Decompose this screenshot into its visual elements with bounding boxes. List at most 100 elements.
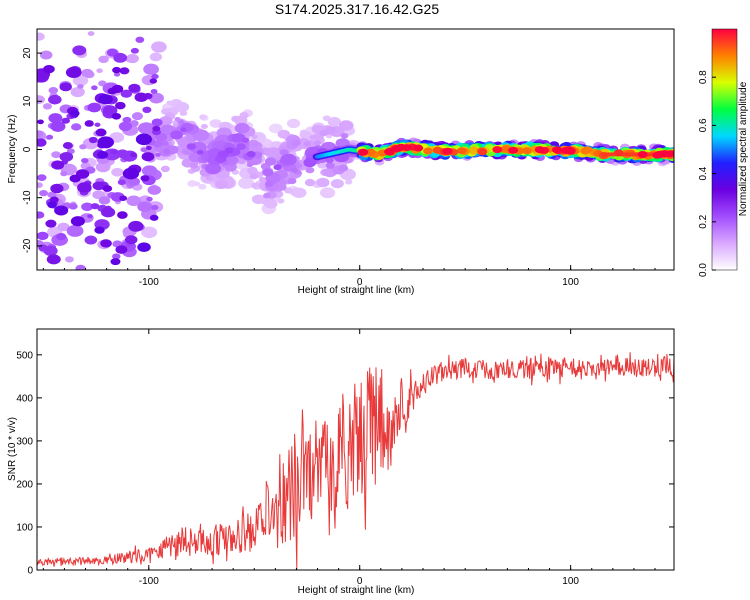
spectrogram-cell <box>87 102 102 113</box>
spectrogram-cell <box>217 150 229 159</box>
spectrogram-cell <box>61 117 70 124</box>
snr-y-axis-label: SNR (10 * v/v) <box>7 417 18 481</box>
spectrogram-cell <box>309 134 317 141</box>
spectrogram-cell <box>151 204 159 211</box>
spectrogram-cell <box>37 32 45 41</box>
spectrogram-cell <box>316 177 330 188</box>
spectrogram-cell <box>97 151 109 159</box>
spectrogram-cell <box>57 222 70 232</box>
spectrogram-cell <box>37 138 47 147</box>
spectrogram-cell <box>95 128 107 137</box>
spectrogram-cell <box>246 150 256 158</box>
spectrogram-cell <box>75 264 86 270</box>
spectrogram-cell <box>51 151 61 159</box>
spectrogram-cell <box>174 101 190 113</box>
snr-x-ticks: -100 0 100 <box>42 329 656 587</box>
spectrogram-cell <box>98 196 111 205</box>
spectrogram-cell <box>43 64 55 74</box>
spectrogram-cell <box>522 147 532 155</box>
spectrogram-cell <box>268 123 283 134</box>
spectrogram-cell <box>119 195 128 201</box>
spectrogram-cell <box>100 239 112 248</box>
spectrogram-cell <box>324 156 334 164</box>
colorbar-tick-label: 0.6 <box>698 118 709 132</box>
spectrogram-cell <box>161 140 169 146</box>
spectrogram-cell <box>283 187 293 194</box>
spectrogram-cell <box>110 149 118 155</box>
spectrogram-cell <box>290 167 299 173</box>
spectrogram-cell <box>66 224 84 237</box>
spectrogram-cell <box>170 130 183 140</box>
spectrogram-cell <box>151 118 163 127</box>
colorbar-ticks: 0.0 0.2 0.4 0.6 0.8 <box>698 70 716 277</box>
spectrogram-cell <box>90 203 100 210</box>
spectrogram-cell <box>160 165 170 173</box>
spectrogram-cell <box>113 72 121 77</box>
spectrogram-cell <box>196 149 204 155</box>
spectrogram-cell <box>92 181 105 191</box>
spectrogram-cell <box>152 125 161 132</box>
spectrogram-cell <box>340 132 349 139</box>
spectrogram-cell <box>319 130 329 137</box>
spectrogram-cell <box>140 147 147 153</box>
snr-x-tick-label: 0 <box>357 576 363 587</box>
spectrogram-x-tick-label: 0 <box>357 277 363 288</box>
spectrogram-cell <box>264 180 274 187</box>
spectrogram-cell <box>69 174 81 183</box>
spectrogram-cell <box>122 116 132 124</box>
spectrogram-cell <box>174 116 181 122</box>
snr-y-tick-label: 200 <box>16 479 33 490</box>
snr-y-tick-label: 400 <box>16 393 33 404</box>
spectrogram-cell <box>204 162 222 175</box>
spectrogram-cell <box>98 94 113 105</box>
spectrogram-cell <box>59 0 67 5</box>
spectrogram-cell <box>72 45 87 56</box>
spectrogram-cell <box>384 148 395 156</box>
spectrogram-cell <box>37 130 43 138</box>
spectrogram-cell <box>48 113 63 124</box>
spectrogram-cell <box>147 185 162 195</box>
spectrogram-cell <box>654 150 665 158</box>
spectrogram-cell <box>94 226 105 234</box>
snr-border <box>36 328 675 571</box>
spectrogram-cell <box>134 92 148 102</box>
spectrogram-cell <box>313 140 322 146</box>
spectrogram-cell <box>163 148 171 155</box>
spectrogram-cell <box>65 256 74 263</box>
spectrogram-cell <box>140 175 150 182</box>
spectrogram-cell <box>492 146 503 154</box>
spectrogram-cell <box>42 103 52 110</box>
spectrogram-y-ticks: -20 -10 0 10 20 <box>22 47 42 253</box>
spectrogram-cell <box>68 203 78 210</box>
spectrogram-cell <box>205 176 213 181</box>
spectrogram-cell <box>325 126 336 134</box>
spectrogram-cell <box>234 122 250 134</box>
spectrogram-cell <box>117 179 126 186</box>
spectrogram-cell <box>200 123 208 129</box>
spectrogram-cell <box>143 63 159 75</box>
snr-series-line <box>36 352 675 570</box>
spectrogram-cell <box>508 146 519 154</box>
spectrogram-cell <box>251 134 258 139</box>
spectrogram-cell <box>238 177 255 189</box>
spectrogram-cell <box>87 214 93 219</box>
spectrogram-cell <box>50 121 66 132</box>
spectrogram-cell <box>291 187 307 198</box>
spectrogram-cell <box>137 242 151 253</box>
spectrogram-cell <box>286 118 301 129</box>
spectrogram-cell <box>91 288 102 296</box>
spectrogram-cell <box>37 211 45 219</box>
snr-y-tick-label: 100 <box>16 522 33 533</box>
spectrogram-cell <box>111 112 122 120</box>
spectrogram-cell <box>148 92 164 104</box>
spectrogram-cell <box>60 171 68 177</box>
spectrogram-cell <box>166 100 173 105</box>
spectrogram-cell <box>88 136 98 144</box>
snr-x-tick-label: -100 <box>139 576 159 587</box>
spectrogram-cell <box>49 19 56 24</box>
spectrogram-cell <box>338 164 349 172</box>
spectrogram-cell <box>46 134 54 140</box>
spectrogram-cell <box>95 161 111 173</box>
spectrogram-cell <box>225 147 234 154</box>
